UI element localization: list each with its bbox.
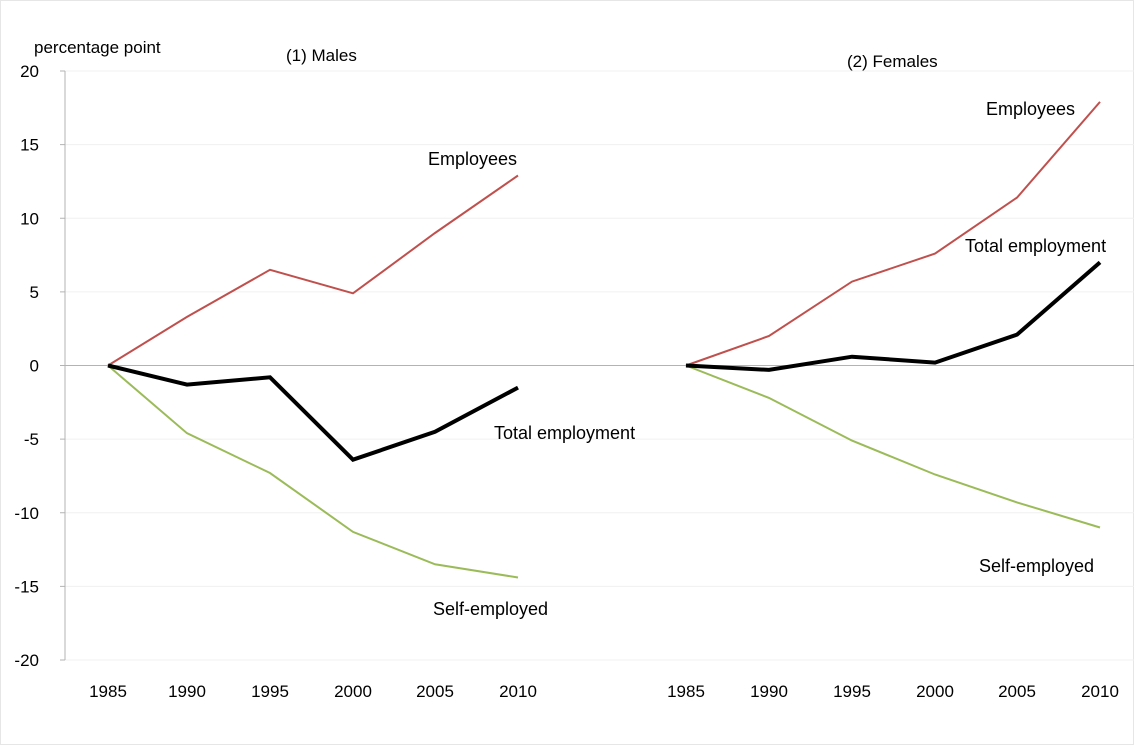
series-line-employees bbox=[107, 174, 519, 367]
series-line-self-employed bbox=[107, 364, 519, 579]
series-label-self-employed: Self-employed bbox=[433, 599, 548, 619]
x-tick-label: 1985 bbox=[667, 682, 705, 701]
series-label-self-employed: Self-employed bbox=[979, 556, 1094, 576]
series-line-total-employment bbox=[107, 363, 519, 462]
series-line-employees bbox=[685, 101, 1101, 367]
y-tick-label: 0 bbox=[30, 357, 39, 376]
panel-title: (1) Males bbox=[286, 46, 357, 65]
x-tick-label: 2010 bbox=[499, 682, 537, 701]
y-tick-label: 15 bbox=[20, 136, 39, 155]
y-tick-label: -10 bbox=[14, 504, 39, 523]
series-label-employees: Employees bbox=[986, 99, 1075, 119]
series-label-employees: Employees bbox=[428, 149, 517, 169]
series-line-total-employment bbox=[685, 260, 1102, 372]
x-tick-label: 2010 bbox=[1081, 682, 1119, 701]
series-label-total-employment: Total employment bbox=[494, 423, 635, 443]
panel-title: (2) Females bbox=[847, 52, 938, 71]
y-tick-label: -20 bbox=[14, 651, 39, 670]
y-tick-label: 20 bbox=[20, 62, 39, 81]
x-tick-label: 1985 bbox=[89, 682, 127, 701]
series-label-total-employment: Total employment bbox=[965, 236, 1106, 256]
x-tick-label: 1995 bbox=[833, 682, 871, 701]
y-tick-label: -15 bbox=[14, 577, 39, 596]
x-tick-label: 2005 bbox=[416, 682, 454, 701]
x-tick-label: 1990 bbox=[168, 682, 206, 701]
x-tick-label: 2000 bbox=[334, 682, 372, 701]
y-tick-label: 10 bbox=[20, 209, 39, 228]
y-tick-label: -5 bbox=[24, 430, 39, 449]
series-line-self-employed bbox=[685, 364, 1101, 529]
y-tick-label: 5 bbox=[30, 283, 39, 302]
y-axis-label: percentage point bbox=[34, 38, 161, 57]
x-tick-label: 1990 bbox=[750, 682, 788, 701]
x-tick-label: 2005 bbox=[998, 682, 1036, 701]
x-tick-label: 1995 bbox=[251, 682, 289, 701]
x-tick-label: 2000 bbox=[916, 682, 954, 701]
